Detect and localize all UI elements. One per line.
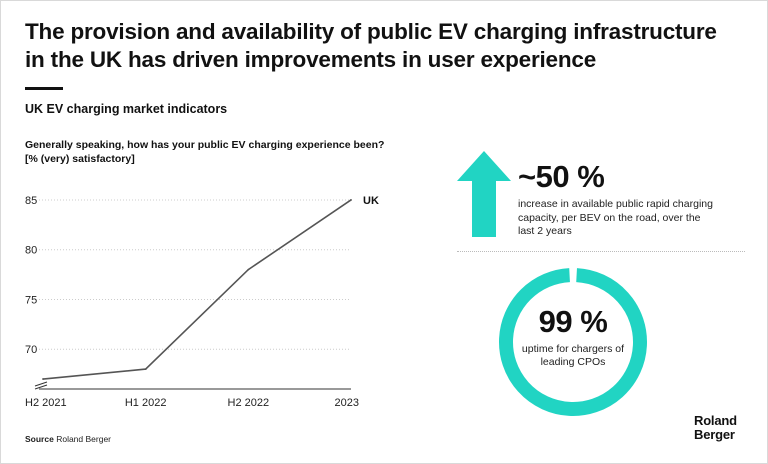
source-note: Source Roland Berger — [25, 434, 111, 444]
chart-question-line-2: [% (very) satisfactory] — [25, 153, 135, 165]
stats-divider — [457, 251, 745, 252]
title-line-2: in the UK has driven improvements in use… — [25, 47, 597, 72]
uptime-ring — [499, 268, 647, 416]
data-point-1 — [144, 368, 147, 370]
uptime-ring-fill — [499, 268, 647, 416]
y-tick-label-80: 80 — [25, 245, 37, 257]
chart-question-line-1: Generally speaking, how has your public … — [25, 139, 385, 151]
roland-berger-logo: Roland Berger — [694, 414, 737, 442]
chart-question: Generally speaking, how has your public … — [25, 138, 425, 166]
data-point-3 — [350, 199, 352, 201]
uptime-stat-description: uptime for chargers of leading CPOs — [521, 343, 625, 368]
x-tick-label-0: H2 2021 — [25, 397, 67, 409]
x-tick-label-3: 2023 — [335, 397, 359, 409]
axis-break-mark-2 — [34, 384, 48, 390]
logo-line-1: Roland — [694, 413, 737, 428]
data-point-2 — [247, 268, 250, 271]
data-point-0 — [42, 378, 44, 380]
section-subtitle: UK EV charging market indicators — [25, 102, 228, 116]
source-label: Source — [25, 434, 54, 444]
capacity-stat-description: increase in available public rapid charg… — [518, 198, 713, 237]
logo-line-2: Berger — [694, 427, 735, 442]
uptime-stat-value: 99 % — [538, 304, 608, 339]
y-tick-label-85: 85 — [25, 195, 37, 207]
title-line-1: The provision and availability of public… — [25, 19, 717, 44]
x-tick-label-2: H2 2022 — [228, 397, 270, 409]
up-arrow-icon — [457, 151, 511, 237]
axis-break-mark-1 — [34, 381, 48, 387]
title-underline — [25, 87, 63, 90]
page-title: The provision and availability of public… — [25, 18, 755, 74]
series-line-uk — [42, 199, 352, 380]
source-text: Roland Berger — [56, 434, 112, 444]
x-tick-label-1: H1 2022 — [125, 397, 167, 409]
capacity-stat-value: ~50 % — [518, 159, 605, 194]
series-label-uk: UK — [363, 195, 379, 207]
y-tick-label-70: 70 — [25, 344, 37, 356]
y-tick-label-75: 75 — [25, 294, 37, 306]
